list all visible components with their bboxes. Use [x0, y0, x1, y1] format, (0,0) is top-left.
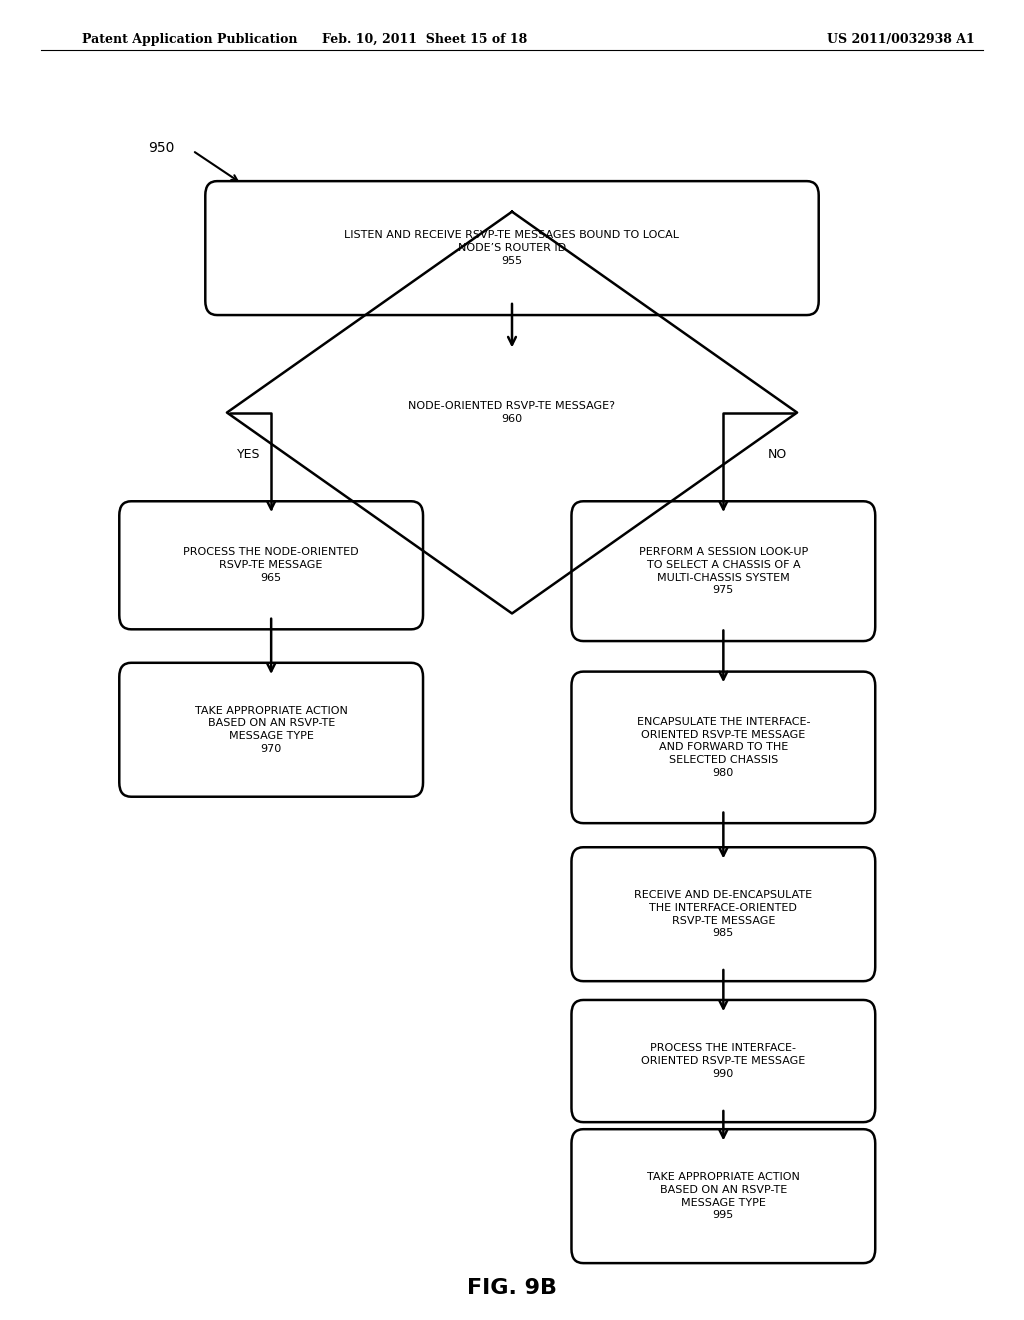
Text: Patent Application Publication: Patent Application Publication [82, 33, 297, 46]
FancyBboxPatch shape [571, 1129, 876, 1263]
Text: PROCESS THE INTERFACE-
ORIENTED RSVP-TE MESSAGE
990: PROCESS THE INTERFACE- ORIENTED RSVP-TE … [641, 1043, 806, 1078]
FancyBboxPatch shape [571, 847, 876, 981]
FancyBboxPatch shape [571, 1001, 876, 1122]
Text: PROCESS THE NODE-ORIENTED
RSVP-TE MESSAGE
965: PROCESS THE NODE-ORIENTED RSVP-TE MESSAG… [183, 548, 359, 583]
Text: YES: YES [237, 447, 260, 461]
Text: PERFORM A SESSION LOOK-UP
TO SELECT A CHASSIS OF A
MULTI-CHASSIS SYSTEM
975: PERFORM A SESSION LOOK-UP TO SELECT A CH… [639, 546, 808, 595]
Text: FIG. 9B: FIG. 9B [467, 1278, 557, 1298]
FancyBboxPatch shape [571, 502, 876, 642]
Text: ENCAPSULATE THE INTERFACE-
ORIENTED RSVP-TE MESSAGE
AND FORWARD TO THE
SELECTED : ENCAPSULATE THE INTERFACE- ORIENTED RSVP… [637, 717, 810, 777]
Text: US 2011/0032938 A1: US 2011/0032938 A1 [827, 33, 975, 46]
Text: TAKE APPROPRIATE ACTION
BASED ON AN RSVP-TE
MESSAGE TYPE
995: TAKE APPROPRIATE ACTION BASED ON AN RSVP… [647, 1172, 800, 1221]
FancyBboxPatch shape [119, 663, 423, 797]
Text: LISTEN AND RECEIVE RSVP-TE MESSAGES BOUND TO LOCAL
NODE’S ROUTER ID
955: LISTEN AND RECEIVE RSVP-TE MESSAGES BOUN… [344, 230, 680, 265]
Text: TAKE APPROPRIATE ACTION
BASED ON AN RSVP-TE
MESSAGE TYPE
970: TAKE APPROPRIATE ACTION BASED ON AN RSVP… [195, 706, 347, 754]
FancyBboxPatch shape [571, 672, 876, 824]
FancyBboxPatch shape [119, 502, 423, 630]
Text: Feb. 10, 2011  Sheet 15 of 18: Feb. 10, 2011 Sheet 15 of 18 [323, 33, 527, 46]
FancyBboxPatch shape [205, 181, 819, 315]
Text: RECEIVE AND DE-ENCAPSULATE
THE INTERFACE-ORIENTED
RSVP-TE MESSAGE
985: RECEIVE AND DE-ENCAPSULATE THE INTERFACE… [634, 890, 812, 939]
Text: NO: NO [768, 447, 787, 461]
Text: NODE-ORIENTED RSVP-TE MESSAGE?
960: NODE-ORIENTED RSVP-TE MESSAGE? 960 [409, 401, 615, 424]
Text: 950: 950 [148, 141, 175, 156]
